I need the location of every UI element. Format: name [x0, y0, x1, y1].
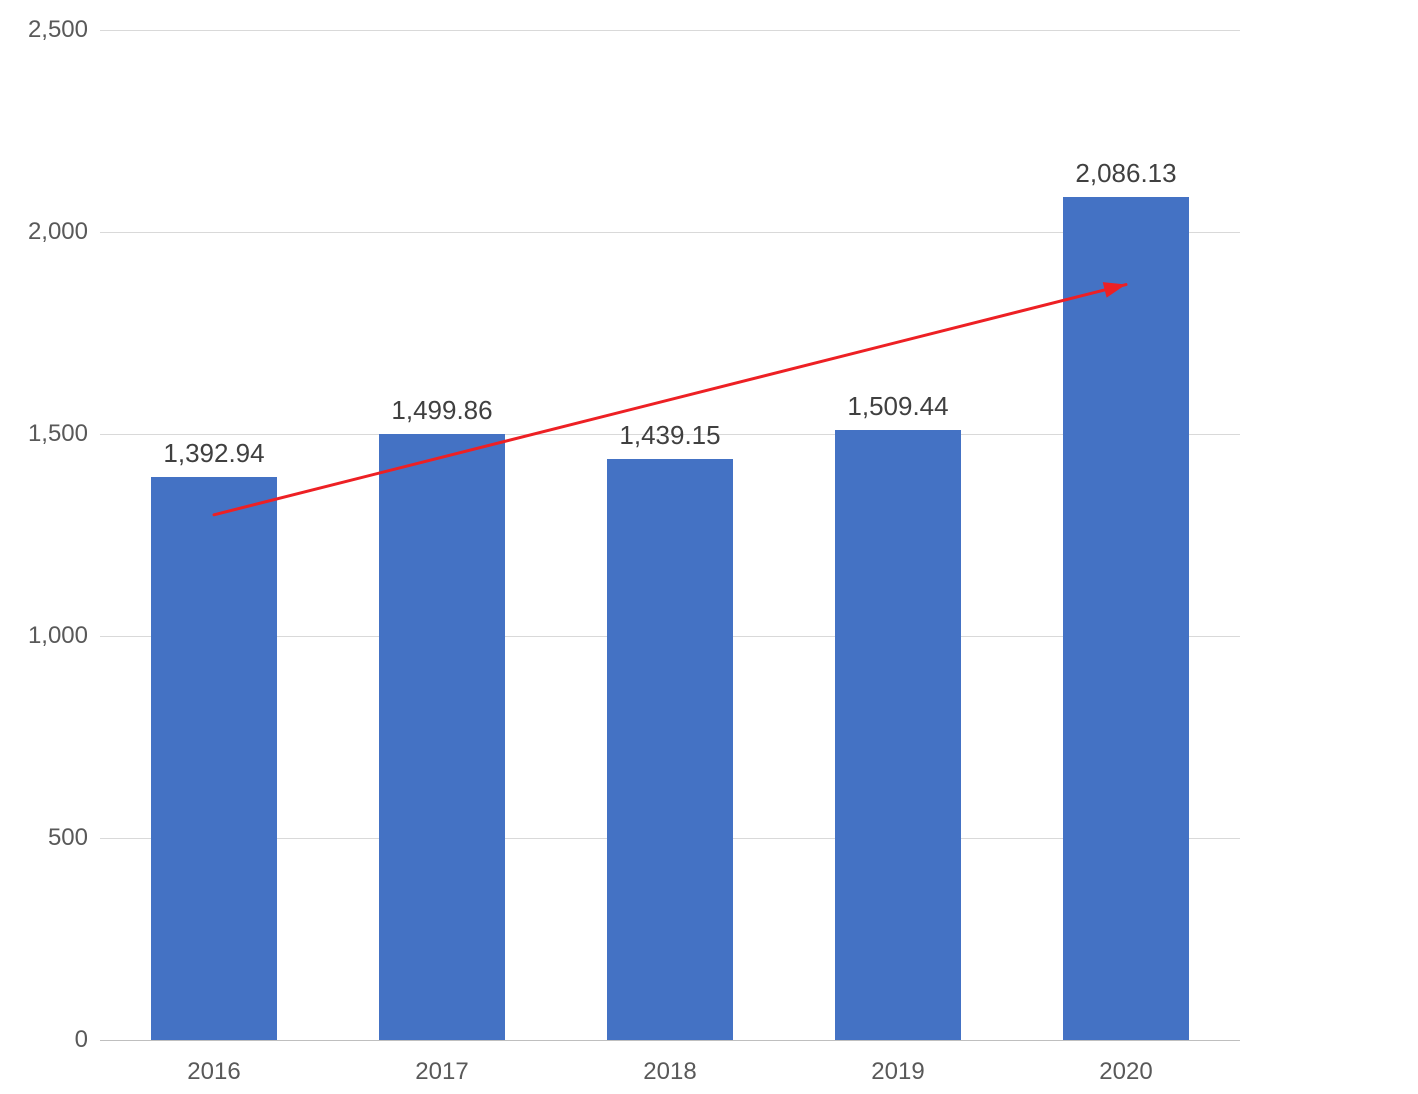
- x-tick-label: 2018: [643, 1058, 696, 1086]
- x-tick-label: 2020: [1099, 1058, 1152, 1086]
- bar-value-label: 1,392.94: [163, 438, 264, 469]
- gridline: [100, 1040, 1240, 1041]
- y-tick-label: 2,000: [8, 218, 88, 246]
- y-tick-label: 1,500: [8, 420, 88, 448]
- bar: [379, 434, 504, 1040]
- y-tick-label: 0: [8, 1026, 88, 1054]
- y-tick-label: 2,500: [8, 16, 88, 44]
- plot-area: 05001,0001,5002,0002,5001,392.9420161,49…: [100, 30, 1240, 1040]
- x-tick-label: 2017: [415, 1058, 468, 1086]
- x-tick-label: 2019: [871, 1058, 924, 1086]
- bar-value-label: 1,439.15: [619, 420, 720, 451]
- bar-value-label: 1,509.44: [847, 391, 948, 422]
- bar-chart: 0 500 1,000 1,500 2,000 2,500 1,392.94 2016 1,49…: [0, 0, 1418, 1094]
- bar: [1063, 197, 1188, 1040]
- y-tick-label: 500: [8, 824, 88, 852]
- bar: [151, 477, 276, 1040]
- bar: [607, 459, 732, 1040]
- bar-value-label: 1,499.86: [391, 395, 492, 426]
- gridline: [100, 30, 1240, 31]
- bar: [835, 430, 960, 1040]
- x-tick-label: 2016: [187, 1058, 240, 1086]
- bar-value-label: 2,086.13: [1075, 158, 1176, 189]
- y-tick-label: 1,000: [8, 622, 88, 650]
